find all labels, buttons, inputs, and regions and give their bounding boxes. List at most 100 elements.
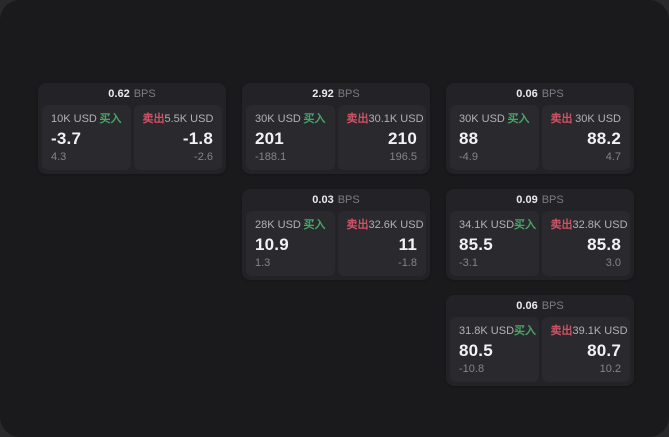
buy-delta: -10.8 [459, 363, 485, 375]
spread-header: 2.92 BPS [246, 83, 426, 105]
sell-price: 88.2 [587, 129, 621, 148]
sell-tag: 卖出 [550, 113, 573, 125]
sell-quote-panel[interactable]: 卖出 32.6K USD 11 -1.8 [337, 211, 426, 276]
sell-panel-top: 卖出 32.8K USD [550, 219, 628, 232]
quote-panels: 34.1K USD 买入 85.5 -3.1 卖出 32.8K USD 85.8… [450, 211, 630, 276]
buy-size: 34.1K USD [459, 219, 515, 231]
buy-quote-panel[interactable]: 30K USD 买入 88 -4.9 [450, 105, 539, 170]
buy-size: 10K USD [51, 113, 97, 125]
sell-size: 5.5K USD [164, 113, 214, 125]
sell-delta: 196.5 [389, 151, 417, 163]
spread-header: 0.06 BPS [450, 83, 630, 105]
spread-header: 0.06 BPS [450, 295, 630, 317]
sell-quote-panel[interactable]: 卖出 30K USD 88.2 4.7 [541, 105, 630, 170]
bps-unit-label: BPS [541, 88, 564, 100]
sell-tag: 卖出 [550, 219, 573, 231]
sell-panel-top: 卖出 30.1K USD [346, 113, 424, 126]
quotes-grid: 0.62 BPS 10K USD 买入 -3.7 4.3 卖出 5.5K USD [38, 83, 634, 386]
buy-delta: 1.3 [255, 257, 271, 269]
buy-panel-top: 10K USD 买入 [51, 113, 122, 126]
sell-price: 80.7 [587, 341, 621, 360]
sell-price: -1.8 [182, 129, 213, 148]
buy-tag: 买入 [303, 113, 326, 125]
sell-tag: 卖出 [346, 113, 369, 125]
sell-size: 30.1K USD [368, 113, 424, 125]
sell-delta: -1.8 [398, 257, 417, 269]
sell-panel-top: 卖出 39.1K USD [550, 325, 628, 338]
sell-tag: 卖出 [346, 219, 369, 231]
buy-delta: -3.1 [459, 257, 478, 269]
spread-value: 0.06 [516, 88, 538, 100]
sell-delta: 4.7 [605, 151, 621, 163]
buy-panel-top: 30K USD 买入 [459, 113, 530, 126]
quote-card: 0.62 BPS 10K USD 买入 -3.7 4.3 卖出 5.5K USD [38, 83, 226, 174]
quote-panels: 10K USD 买入 -3.7 4.3 卖出 5.5K USD -1.8 -2.… [42, 105, 222, 170]
sell-size: 32.8K USD [572, 219, 628, 231]
buy-price: 88 [459, 129, 479, 148]
sell-tag: 卖出 [142, 113, 165, 125]
buy-quote-panel[interactable]: 30K USD 买入 201 -188.1 [246, 105, 335, 170]
quote-card: 0.09 BPS 34.1K USD 买入 85.5 -3.1 卖出 32.8K… [446, 189, 634, 280]
bps-unit-label: BPS [337, 194, 360, 206]
quote-card: 0.03 BPS 28K USD 买入 10.9 1.3 卖出 32.6K US… [242, 189, 430, 280]
buy-quote-panel[interactable]: 28K USD 买入 10.9 1.3 [246, 211, 335, 276]
sell-size: 30K USD [575, 113, 621, 125]
quote-card: 2.92 BPS 30K USD 买入 201 -188.1 卖出 30.1K … [242, 83, 430, 174]
buy-tag: 买入 [99, 113, 122, 125]
sell-panel-top: 卖出 5.5K USD [143, 113, 214, 126]
buy-tag: 买入 [303, 219, 326, 231]
buy-quote-panel[interactable]: 34.1K USD 买入 85.5 -3.1 [450, 211, 539, 276]
quote-panels: 30K USD 买入 88 -4.9 卖出 30K USD 88.2 4.7 [450, 105, 630, 170]
buy-panel-top: 30K USD 买入 [255, 113, 326, 126]
quote-panels: 28K USD 买入 10.9 1.3 卖出 32.6K USD 11 -1.8 [246, 211, 426, 276]
sell-price: 85.8 [587, 235, 621, 254]
sell-delta: -2.6 [194, 151, 213, 163]
spread-value: 0.06 [516, 300, 538, 312]
quote-card: 0.06 BPS 30K USD 买入 88 -4.9 卖出 30K USD [446, 83, 634, 174]
sell-price: 210 [388, 129, 417, 148]
spread-value: 2.92 [312, 88, 334, 100]
buy-quote-panel[interactable]: 10K USD 买入 -3.7 4.3 [42, 105, 131, 170]
bps-unit-label: BPS [541, 300, 564, 312]
sell-delta: 10.2 [599, 363, 621, 375]
bps-unit-label: BPS [133, 88, 156, 100]
spread-header: 0.62 BPS [42, 83, 222, 105]
bps-unit-label: BPS [541, 194, 564, 206]
bps-unit-label: BPS [337, 88, 360, 100]
spread-value: 0.09 [516, 194, 538, 206]
buy-size: 30K USD [459, 113, 505, 125]
sell-quote-panel[interactable]: 卖出 39.1K USD 80.7 10.2 [541, 317, 630, 382]
buy-delta: -4.9 [459, 151, 478, 163]
quote-panels: 31.8K USD 买入 80.5 -10.8 卖出 39.1K USD 80.… [450, 317, 630, 382]
sell-quote-panel[interactable]: 卖出 32.8K USD 85.8 3.0 [541, 211, 630, 276]
buy-tag: 买入 [507, 113, 530, 125]
buy-panel-top: 28K USD 买入 [255, 219, 326, 232]
buy-delta: -188.1 [255, 151, 287, 163]
buy-size: 28K USD [255, 219, 301, 231]
sell-panel-top: 卖出 32.6K USD [346, 219, 424, 232]
buy-price: 201 [255, 129, 284, 148]
sell-panel-top: 卖出 30K USD [551, 113, 622, 126]
buy-panel-top: 34.1K USD 买入 [459, 219, 536, 232]
sell-quote-panel[interactable]: 卖出 30.1K USD 210 196.5 [337, 105, 426, 170]
buy-delta: 4.3 [51, 151, 67, 163]
spread-header: 0.03 BPS [246, 189, 426, 211]
buy-price: 85.5 [459, 235, 493, 254]
buy-quote-panel[interactable]: 31.8K USD 买入 80.5 -10.8 [450, 317, 539, 382]
sell-tag: 卖出 [550, 325, 573, 337]
sell-size: 32.6K USD [368, 219, 424, 231]
buy-price: 80.5 [459, 341, 493, 360]
quote-card: 0.06 BPS 31.8K USD 买入 80.5 -10.8 卖出 39.1… [446, 295, 634, 386]
spread-value: 0.03 [312, 194, 334, 206]
sell-size: 39.1K USD [572, 325, 628, 337]
sell-delta: 3.0 [605, 257, 621, 269]
sell-quote-panel[interactable]: 卖出 5.5K USD -1.8 -2.6 [133, 105, 222, 170]
buy-price: 10.9 [255, 235, 289, 254]
sell-price: 11 [398, 235, 417, 254]
buy-tag: 买入 [514, 325, 537, 337]
buy-tag: 买入 [514, 219, 537, 231]
spread-value: 0.62 [108, 88, 130, 100]
spread-header: 0.09 BPS [450, 189, 630, 211]
buy-size: 31.8K USD [459, 325, 515, 337]
